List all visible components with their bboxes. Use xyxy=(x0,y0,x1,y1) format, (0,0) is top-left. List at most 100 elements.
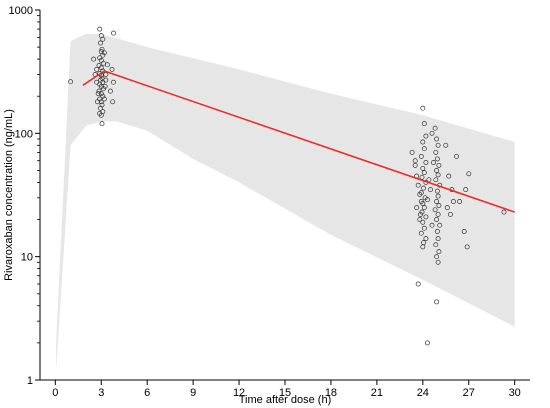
observation-point xyxy=(417,217,423,222)
observation-point xyxy=(420,244,426,250)
observation-point xyxy=(447,211,453,217)
observation-point xyxy=(434,217,440,222)
observation-point xyxy=(432,207,438,213)
observation-point xyxy=(420,219,426,225)
observation-point xyxy=(429,222,435,228)
median-line xyxy=(82,70,515,213)
observation-point xyxy=(97,26,103,32)
observation-point xyxy=(415,182,421,188)
observation-point xyxy=(412,162,418,168)
observation-point xyxy=(421,170,427,176)
plot-area xyxy=(56,26,515,371)
observation-point xyxy=(94,79,100,85)
x-tick-label: 24 xyxy=(417,387,429,399)
observation-point xyxy=(415,281,421,287)
observation-point xyxy=(433,177,439,183)
observation-point xyxy=(100,93,106,99)
observation-point xyxy=(434,168,440,173)
observation-point xyxy=(421,205,427,211)
x-tick-label: 9 xyxy=(190,387,196,399)
observation-point xyxy=(103,77,109,83)
observation-point xyxy=(68,79,74,85)
observation-point xyxy=(94,99,100,105)
observation-point xyxy=(97,55,103,61)
observation-point xyxy=(434,136,440,142)
observation-point xyxy=(418,190,424,196)
observation-point xyxy=(424,340,430,346)
observation-point xyxy=(94,66,100,72)
observation-point xyxy=(98,40,103,46)
observation-point xyxy=(420,165,426,171)
observation-point xyxy=(433,242,439,248)
observation-point xyxy=(104,62,110,68)
observation-point xyxy=(446,173,452,179)
observation-point xyxy=(412,158,418,164)
x-tick-label: 21 xyxy=(371,387,383,399)
observation-point xyxy=(436,249,442,255)
observation-point xyxy=(466,171,472,177)
observation-point xyxy=(435,193,441,199)
observation-point xyxy=(501,209,507,215)
observation-point xyxy=(99,46,105,52)
observation-point xyxy=(434,156,440,162)
observation-point xyxy=(100,52,106,58)
observation-point xyxy=(450,199,456,204)
observation-point xyxy=(434,199,440,204)
observation-point xyxy=(434,254,440,260)
observation-point xyxy=(435,236,441,242)
axis-ticks: 0 3 6 9 12 15 18 21 24 27 30 1 10 100 1000 xyxy=(9,5,521,399)
observation-point xyxy=(432,125,438,131)
observation-point xyxy=(437,222,443,228)
observation-point xyxy=(433,149,439,155)
observation-point xyxy=(421,225,427,231)
observation-point xyxy=(107,88,113,94)
observation-point xyxy=(435,172,441,178)
observation-point xyxy=(102,83,108,89)
observation-point xyxy=(423,214,429,220)
observation-point xyxy=(461,229,467,234)
observation-point xyxy=(423,160,429,165)
observation-point xyxy=(434,229,440,234)
x-tick-label: 15 xyxy=(279,387,291,399)
y-tick-label: 10 xyxy=(21,252,33,264)
observation-point xyxy=(463,187,469,193)
observation-point xyxy=(99,121,105,127)
y-tick-label: 1000 xyxy=(9,5,33,17)
observation-point xyxy=(409,149,415,155)
observation-point xyxy=(434,188,440,194)
observation-point xyxy=(421,146,427,152)
x-tick-label: 18 xyxy=(325,387,337,399)
observation-point xyxy=(436,162,442,168)
observation-point xyxy=(423,133,429,139)
observation-point xyxy=(418,153,424,159)
observation-point xyxy=(464,244,470,250)
observation-point xyxy=(100,36,106,42)
observation-point xyxy=(435,211,441,217)
observation-point xyxy=(421,121,427,127)
observation-point xyxy=(421,185,427,191)
observation-point xyxy=(423,236,429,242)
observation-point xyxy=(454,153,459,159)
x-tick-label: 27 xyxy=(463,387,475,399)
observation-point xyxy=(420,139,426,145)
observation-point xyxy=(436,203,442,208)
observation-point xyxy=(98,105,103,111)
observation-point xyxy=(428,187,433,193)
observation-point xyxy=(429,130,435,136)
observation-point xyxy=(424,197,430,203)
observation-point xyxy=(414,205,420,211)
x-axis-title: Time after dose (h) xyxy=(239,394,332,406)
observation-point xyxy=(91,56,97,62)
observation-point xyxy=(95,91,101,97)
observation-point xyxy=(109,66,115,72)
observation-point xyxy=(110,99,116,105)
observation-point xyxy=(101,50,107,56)
observation-point xyxy=(435,259,441,265)
observation-point xyxy=(111,79,116,85)
observation-point xyxy=(98,91,104,97)
observation-point xyxy=(418,211,423,217)
observation-point xyxy=(435,142,441,148)
observation-point xyxy=(434,299,440,305)
observation-point xyxy=(111,30,116,36)
x-tick-label: 6 xyxy=(144,387,150,399)
